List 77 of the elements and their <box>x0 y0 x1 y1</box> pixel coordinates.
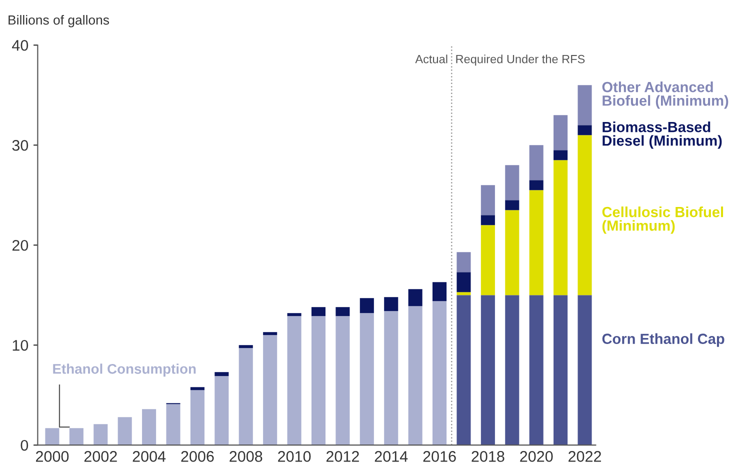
bar <box>311 316 326 446</box>
bar <box>456 292 471 296</box>
x-tick-label: 2002 <box>84 451 117 462</box>
series-label: Biomass-Based Diesel (Minimum) <box>602 122 722 149</box>
bar <box>529 180 544 190</box>
bar <box>190 390 204 446</box>
y-tick-label: 0 <box>20 440 28 451</box>
bar <box>578 125 592 136</box>
series-label: Other Advanced Biofuel (Minimum) <box>602 82 728 109</box>
bar <box>456 272 471 292</box>
bar <box>69 428 84 446</box>
y-tick-label: 30 <box>12 140 28 151</box>
bar <box>336 316 350 446</box>
bar <box>238 345 253 348</box>
bar <box>263 332 278 336</box>
x-tick-label: 2014 <box>374 451 408 462</box>
bar <box>287 313 302 316</box>
bar <box>480 225 495 296</box>
bar <box>360 313 374 446</box>
bar <box>384 297 398 312</box>
series-label: Corn Ethanol Cap <box>602 333 724 347</box>
bar <box>578 295 592 446</box>
x-tick-label: 2016 <box>423 451 456 462</box>
bar <box>432 301 447 446</box>
bar <box>529 190 544 296</box>
bar <box>456 252 471 272</box>
bar <box>94 424 108 446</box>
y-tick-label: 20 <box>12 240 28 251</box>
bar <box>408 306 422 446</box>
bar <box>480 295 495 446</box>
bar <box>529 295 544 446</box>
x-tick-label: 2006 <box>181 451 214 462</box>
bar <box>45 428 60 446</box>
bar <box>214 376 229 446</box>
series-label: Cellulosic Biofuel (Minimum) <box>602 206 724 234</box>
bar <box>311 307 326 316</box>
bar <box>578 135 592 296</box>
x-tick-label: 2008 <box>230 451 262 462</box>
bar <box>480 215 495 226</box>
x-tick-label: 2000 <box>36 451 69 462</box>
x-tick-label: 2010 <box>278 451 311 462</box>
series-label: Ethanol Consumption <box>53 364 196 377</box>
bar <box>554 115 568 150</box>
x-tick-label: 2004 <box>132 451 166 462</box>
bar <box>554 295 568 446</box>
bar <box>505 295 520 446</box>
bar <box>166 404 180 446</box>
bar <box>238 348 253 446</box>
bar <box>505 200 520 210</box>
bar <box>142 409 156 446</box>
x-tick-label: 2018 <box>472 451 504 462</box>
bar <box>554 150 568 160</box>
annotation: Required Under the RFS <box>456 54 585 66</box>
bar <box>384 311 398 446</box>
bar <box>408 289 422 306</box>
bar <box>505 210 520 296</box>
bar <box>578 85 592 126</box>
bar <box>360 298 374 314</box>
bar <box>480 185 495 216</box>
bar <box>190 387 204 390</box>
y-tick-label: 40 <box>12 40 28 51</box>
bar <box>287 316 302 446</box>
x-tick-label: 2020 <box>520 451 553 462</box>
bar <box>456 295 471 446</box>
bar <box>214 372 229 376</box>
bar <box>554 160 568 296</box>
bar <box>336 307 350 316</box>
y-axis-title: Billions of gallons <box>8 15 110 28</box>
bar <box>432 282 447 302</box>
y-tick-label: 10 <box>12 340 28 351</box>
bar <box>505 165 520 200</box>
x-tick-label: 2012 <box>326 451 359 462</box>
x-tick-label: 2022 <box>568 451 601 462</box>
bar <box>263 335 278 446</box>
annotation: Actual <box>415 54 448 64</box>
bar <box>118 417 132 446</box>
bar <box>529 145 544 180</box>
